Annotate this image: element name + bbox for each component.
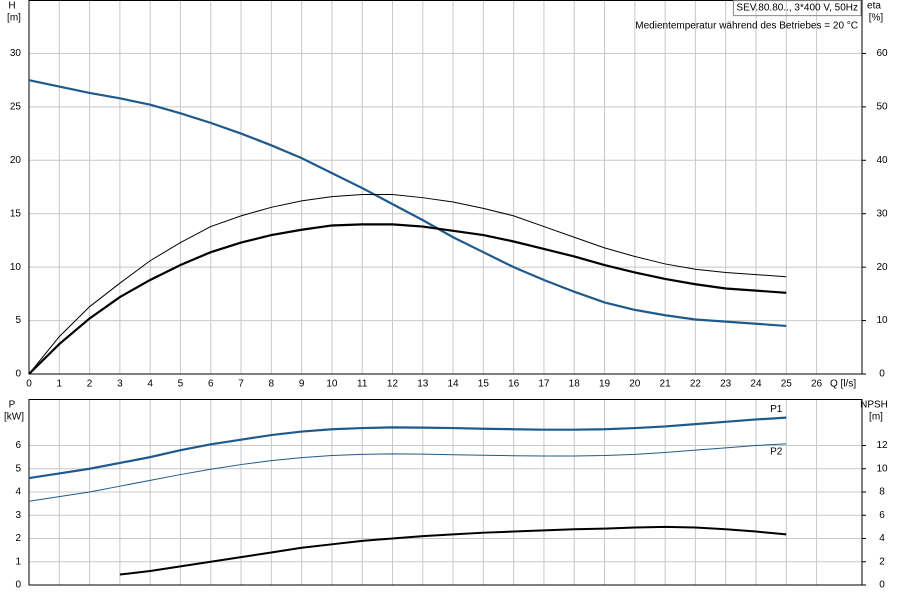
- annotation: SEV.80.80.., 3*400 V, 50Hz: [736, 3, 858, 14]
- x-tick-label: 2: [87, 379, 93, 390]
- y-tick-label: 15: [10, 208, 22, 219]
- y2-tick-label: 2: [879, 556, 885, 567]
- curve: [28, 193, 787, 375]
- x-axis-title: Q [l/s]: [830, 379, 856, 390]
- y-tick-label: 10: [10, 262, 22, 273]
- y2-tick-label: 10: [876, 463, 888, 474]
- y-axis-unit: [m]: [7, 13, 21, 24]
- x-tick-label: 12: [387, 379, 399, 390]
- x-tick-label: 4: [147, 379, 153, 390]
- y2-tick-label: 0: [879, 580, 885, 591]
- y2-tick-label: 4: [879, 533, 885, 544]
- x-tick-label: 6: [208, 379, 214, 390]
- x-tick-label: 18: [569, 379, 581, 390]
- curve: [28, 416, 787, 480]
- x-tick-label: 23: [720, 379, 732, 390]
- curve: [28, 223, 787, 375]
- y-tick-label: 30: [10, 48, 22, 59]
- y-tick-label: 4: [15, 487, 21, 498]
- y-tick-label: 2: [15, 533, 21, 544]
- y2-axis-unit: [%]: [869, 13, 884, 24]
- annotation-box: [732, 0, 862, 17]
- y-tick-label: 0: [15, 369, 21, 380]
- y2-tick-label: 60: [876, 48, 888, 59]
- x-tick-label: 15: [478, 379, 490, 390]
- x-tick-label: 16: [508, 379, 520, 390]
- curve: [28, 79, 787, 328]
- y-tick-label: 25: [10, 101, 22, 112]
- y2-tick-label: 6: [879, 510, 885, 521]
- x-tick-label: 24: [750, 379, 762, 390]
- annotation: Medientemperatur während des Betriebes =…: [635, 21, 858, 32]
- x-tick-label: 22: [690, 379, 702, 390]
- x-tick-label: 19: [599, 379, 611, 390]
- y-tick-label: 1: [15, 556, 21, 567]
- y-tick-label: 5: [15, 463, 21, 474]
- x-tick-label: 17: [538, 379, 550, 390]
- y2-axis-unit: [m]: [869, 412, 883, 423]
- y2-tick-label: 30: [876, 208, 888, 219]
- y-tick-label: 6: [15, 440, 21, 451]
- x-tick-label: 20: [629, 379, 641, 390]
- y2-tick-label: 20: [876, 262, 888, 273]
- y-axis-title: P: [9, 400, 16, 411]
- y-axis-unit: [kW]: [4, 412, 24, 423]
- x-tick-label: 26: [811, 379, 823, 390]
- x-tick-label: 9: [299, 379, 305, 390]
- y2-axis-title: NPSH: [860, 400, 888, 411]
- x-tick-label: 3: [117, 379, 123, 390]
- plot-frame: [28, 399, 863, 586]
- x-tick-label: 0: [26, 379, 32, 390]
- y-tick-label: 0: [15, 580, 21, 591]
- y-tick-label: 3: [15, 510, 21, 521]
- x-tick-label: 13: [417, 379, 429, 390]
- series-label: P1: [770, 404, 783, 415]
- y2-tick-label: 10: [876, 315, 888, 326]
- curve: [119, 525, 787, 576]
- x-tick-label: 8: [269, 379, 275, 390]
- x-tick-label: 7: [238, 379, 244, 390]
- y2-tick-label: 50: [876, 101, 888, 112]
- y-axis-title: H: [8, 1, 15, 12]
- y2-tick-label: 12: [876, 440, 888, 451]
- plot-frame: [28, 0, 863, 375]
- y-tick-label: 5: [15, 315, 21, 326]
- x-tick-label: 25: [781, 379, 793, 390]
- x-tick-label: 21: [660, 379, 672, 390]
- series-label: P2: [770, 447, 783, 458]
- y2-tick-label: 40: [876, 155, 888, 166]
- y2-tick-label: 8: [879, 487, 885, 498]
- x-tick-label: 10: [326, 379, 338, 390]
- x-tick-label: 14: [448, 379, 460, 390]
- x-tick-label: 11: [357, 379, 368, 390]
- x-tick-label: 5: [178, 379, 184, 390]
- y2-tick-label: 0: [879, 369, 885, 380]
- curve: [28, 443, 787, 502]
- x-tick-label: 1: [57, 379, 63, 390]
- y-tick-label: 20: [10, 155, 22, 166]
- y2-axis-title: eta: [867, 1, 881, 12]
